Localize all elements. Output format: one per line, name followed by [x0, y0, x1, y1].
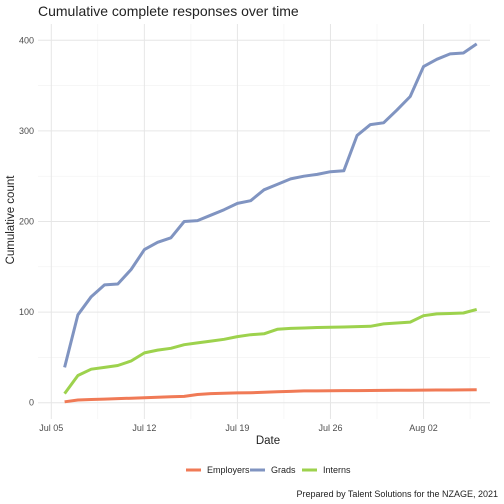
- y-tick-labels: 0 100 200 300 400: [19, 35, 34, 407]
- x-tick-label: Jul 12: [132, 423, 156, 433]
- legend-label-interns: Interns: [323, 465, 351, 475]
- series-line-interns: [65, 309, 477, 393]
- chart-caption: Prepared by Talent Solutions for the NZA…: [297, 489, 498, 499]
- x-axis-title: Date: [256, 435, 280, 447]
- y-tick-label: 400: [19, 35, 34, 45]
- x-tick-label: Aug 02: [409, 423, 438, 433]
- y-tick-label: 300: [19, 126, 34, 136]
- x-tick-label: Jul 19: [225, 423, 249, 433]
- y-tick-label: 100: [19, 307, 34, 317]
- series-lines: [65, 44, 477, 402]
- y-tick-label: 200: [19, 217, 34, 227]
- x-tick-label: Jul 26: [318, 423, 342, 433]
- series-line-employers: [65, 390, 477, 402]
- legend: Employers Grads Interns: [186, 465, 351, 475]
- y-axis-title: Cumulative count: [5, 175, 17, 265]
- y-tick-label: 0: [29, 398, 34, 408]
- chart-title: Cumulative complete responses over time: [38, 3, 299, 19]
- major-gridlines: [38, 24, 490, 419]
- x-tick-labels: Jul 05 Jul 12 Jul 19 Jul 26 Aug 02: [39, 423, 438, 433]
- x-tick-label: Jul 05: [39, 423, 63, 433]
- legend-label-employers: Employers: [207, 465, 250, 475]
- legend-label-grads: Grads: [271, 465, 296, 475]
